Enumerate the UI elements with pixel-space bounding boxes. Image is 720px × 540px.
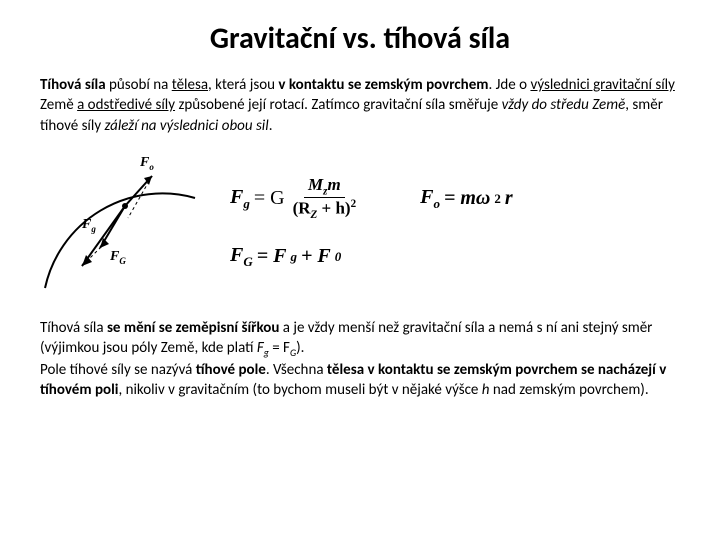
fG-plus: + F xyxy=(301,245,331,268)
formula-fG-sum: FG = Fg + F0 xyxy=(230,244,341,270)
p1-t1: působí na xyxy=(106,76,172,94)
svg-text:Fg: Fg xyxy=(81,217,96,234)
label-Fg-sub: g xyxy=(90,224,96,234)
p2-t4: Pole tíhové síly se nazývá xyxy=(40,361,196,379)
fg-num1: M xyxy=(308,175,323,194)
formula-line-2: FG = Fg + F0 xyxy=(230,244,680,270)
label-Fo: F xyxy=(139,155,150,170)
p1-u2: výslednici gravitační síly xyxy=(530,76,674,94)
paragraph-2: Tíhová síla se mění se zeměpisní šířkou … xyxy=(40,318,680,401)
force-diagram: Fo Fg FG xyxy=(40,148,200,298)
p2-t7: nad zemským povrchem). xyxy=(490,381,649,399)
p2-t3: ). xyxy=(296,339,304,357)
fg-lhs-sub: g xyxy=(243,196,250,211)
p2-b1: se mění se zeměpisní šířkou xyxy=(107,319,279,337)
fG-lhs: F xyxy=(230,244,243,266)
p2-i3: h xyxy=(482,381,490,399)
p1-t2: , která jsou xyxy=(208,76,278,94)
fg-num2: m xyxy=(327,175,340,194)
fG-r1-sub: g xyxy=(290,249,297,265)
p1-t4: Země xyxy=(40,96,77,114)
formulas-block: Fg = G Mzm (RZ + h)2 Fo = mω2r FG = Fg +… xyxy=(230,176,680,270)
fo-tail: r xyxy=(505,187,513,210)
formula-line-1: Fg = G Mzm (RZ + h)2 Fo = mω2r xyxy=(230,176,680,222)
p2-t0: Tíhová síla xyxy=(40,319,107,337)
fg-den-sup: 2 xyxy=(351,198,357,210)
fo-sup: 2 xyxy=(494,191,501,207)
label-FG-sub: G xyxy=(119,256,126,266)
svg-text:Fo: Fo xyxy=(139,155,154,172)
p1-b2: v kontaktu se zemským povrchem xyxy=(278,76,488,94)
label-Fg: F xyxy=(81,217,92,232)
p1-t7: . xyxy=(269,117,273,135)
fG-r2-sub: 0 xyxy=(335,249,342,265)
p1-t3: . Jde o xyxy=(488,76,530,94)
p2-t6: , nikoliv v gravitačním (to bychom musel… xyxy=(118,381,481,399)
fg-lhs: F xyxy=(230,186,243,208)
figure-row: Fo Fg FG Fg = G Mzm (RZ + h)2 Fo = mω2r xyxy=(40,148,680,298)
svg-text:FG: FG xyxy=(109,249,126,266)
p1-bold: Tíhová síla xyxy=(40,76,106,94)
p1-i1: vždy do středu Země xyxy=(502,96,626,114)
label-FG: F xyxy=(109,249,120,264)
p2-t5: . Všechna xyxy=(266,361,327,379)
fo-lhs: F xyxy=(420,186,433,208)
page-title: Gravitační vs. tíhová síla xyxy=(40,20,680,57)
p1-u3: a odstředivé síly xyxy=(77,96,175,114)
paragraph-1: Tíhová síla působí na tělesa, která jsou… xyxy=(40,75,680,136)
fg-den1: (R xyxy=(293,199,311,218)
fG-lhs-sub: G xyxy=(243,254,252,269)
label-Fo-sub: o xyxy=(149,162,154,172)
fg-den2: + h) xyxy=(317,199,350,218)
formula-fg: Fg = G Mzm (RZ + h)2 xyxy=(230,176,360,222)
p1-i2: záleží na výslednici obou sil xyxy=(105,117,269,135)
fg-eq: = G xyxy=(254,187,285,210)
p2-i1: F xyxy=(257,339,264,357)
fo-lhs-sub: o xyxy=(433,196,440,211)
p1-t5: způsobené její rotací. Zatímco gravitačn… xyxy=(175,96,502,114)
formula-fo: Fo = mω2r xyxy=(420,186,513,212)
p2-t2: = F xyxy=(269,339,290,357)
p2-b2: tíhové pole xyxy=(196,361,266,379)
fo-eq: = mω xyxy=(444,187,490,210)
fG-eq: = F xyxy=(257,245,287,268)
p1-u1: tělesa xyxy=(172,76,208,94)
